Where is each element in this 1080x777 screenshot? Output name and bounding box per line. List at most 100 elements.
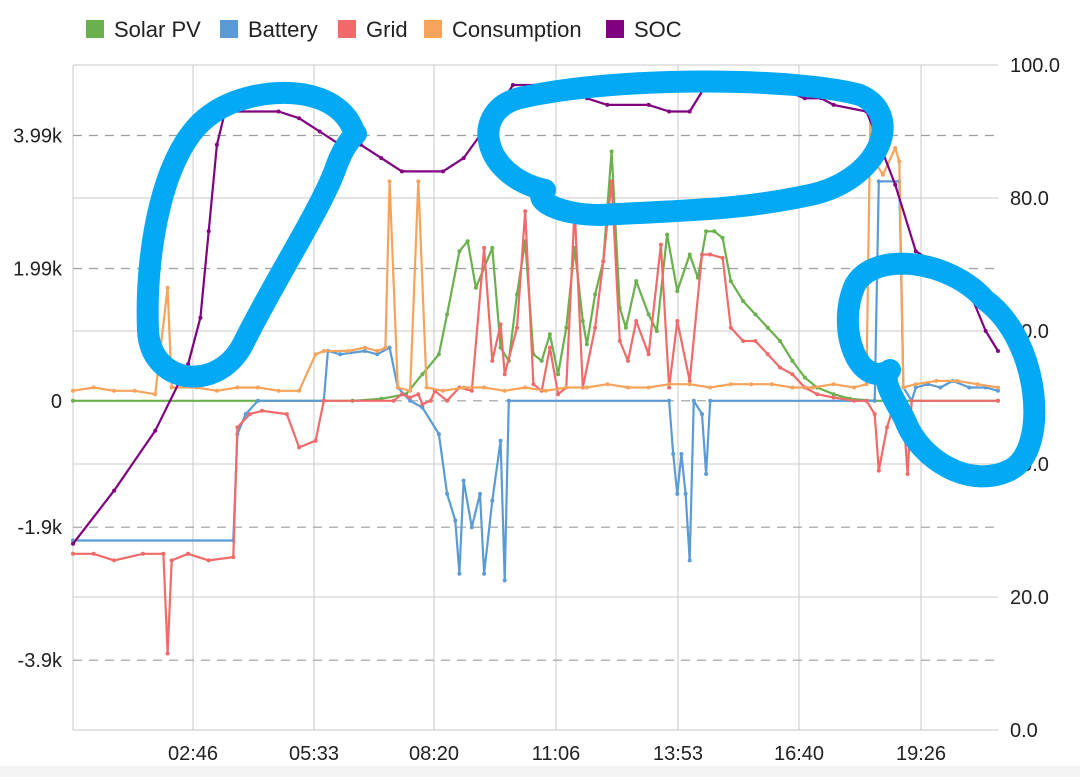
data-point [667,382,672,387]
left-axis-tick-label: 3.99k [13,125,63,147]
data-point [646,102,651,107]
hand-drawn-annotations [136,70,1046,488]
data-point [584,342,589,347]
data-point [667,385,672,390]
x-axis-tick-label: 19:26 [896,743,946,765]
x-axis-tick-label: 16:40 [774,743,824,765]
annotation-outline-3 [836,252,1046,488]
data-point [256,398,260,403]
data-point [580,319,585,323]
data-point [436,432,441,437]
data-point [445,312,450,317]
data-point [416,179,421,184]
data-point [996,349,1000,353]
data-point [112,488,117,493]
series-grid [71,179,1000,656]
x-axis-tick-label: 11:06 [532,743,581,765]
data-point [584,385,589,390]
data-point [708,385,713,390]
data-point [938,385,943,390]
legend-item-consumption[interactable]: Consumption [424,17,582,42]
data-point [967,385,972,390]
data-point [753,339,758,343]
data-point [71,398,75,403]
data-point [284,412,289,417]
data-point [247,412,252,417]
data-point [260,408,265,413]
data-point [214,388,219,393]
data-point [831,102,836,107]
data-point [420,372,425,377]
data-point [687,378,692,383]
data-point [441,169,445,174]
data-point [811,385,815,390]
data-point [564,385,569,390]
data-point [905,472,910,476]
data-point [765,325,770,330]
legend-item-solar-pv[interactable]: Solar PV [86,17,201,42]
data-point [198,315,203,320]
data-point [153,428,158,433]
data-point [235,385,240,390]
data-point [687,382,692,387]
x-axis-tick-label: 02:46 [168,743,218,765]
data-point [297,388,302,393]
data-point [864,382,869,387]
data-point [461,478,466,483]
data-point [71,551,75,556]
data-point [556,372,561,377]
data-point [469,525,474,530]
data-point [71,388,75,393]
data-point [885,425,889,430]
legend-label: SOC [634,17,682,42]
data-point [665,232,670,237]
data-point [153,392,158,397]
data-point [478,491,482,496]
data-point [593,325,598,330]
series-line [73,180,999,582]
data-point [243,412,248,417]
data-point [408,398,413,403]
data-point [720,235,725,240]
data-point [515,325,519,330]
data-point [490,245,495,250]
data-point [601,259,606,264]
data-point [375,349,380,353]
legend-label: Solar PV [114,17,201,42]
legend-label: Grid [366,17,408,42]
data-point [880,172,885,177]
data-point [790,372,795,377]
left-axis-tick-label: -1.9k [18,517,63,539]
data-point [165,285,170,290]
data-point [165,651,170,656]
data-point [728,279,733,284]
legend-swatch [220,20,238,38]
data-point [539,358,544,363]
data-point [543,388,548,393]
data-point [506,398,511,403]
legend-item-battery[interactable]: Battery [220,17,318,42]
data-point [700,412,704,417]
data-point [387,345,392,350]
legend-swatch [338,20,356,38]
data-point [893,146,898,151]
legend-item-grid[interactable]: Grid [338,17,408,42]
data-point [934,378,939,383]
data-point [473,285,478,290]
right-axis-tick-label: 80.0 [1010,188,1049,210]
data-point [708,252,713,257]
data-point [556,392,561,397]
legend-item-soc[interactable]: SOC [606,17,682,42]
data-point [769,382,774,387]
data-point [490,358,495,363]
data-point [609,179,614,184]
data-point [91,551,96,556]
data-point [634,319,639,323]
data-point [206,229,211,234]
data-point [375,352,380,357]
data-point [893,182,898,187]
data-point [675,289,680,294]
data-point [687,252,692,257]
data-point [498,322,503,327]
data-point [654,329,659,333]
